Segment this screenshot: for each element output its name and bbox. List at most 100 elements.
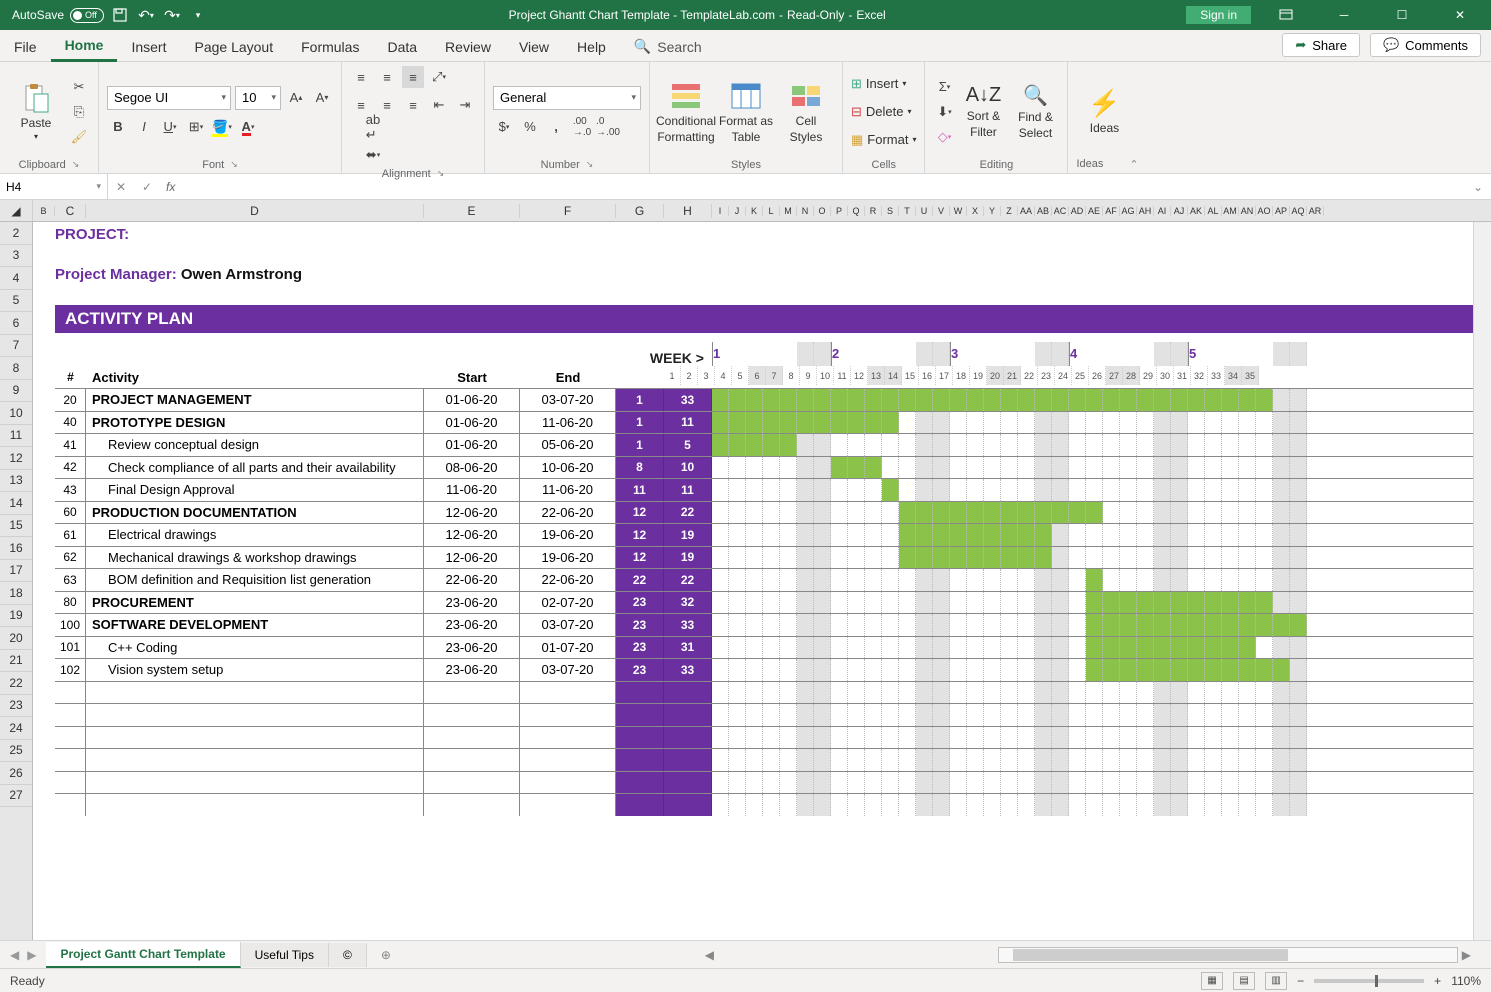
col-header[interactable]: B <box>33 206 55 216</box>
row-header[interactable]: 23 <box>0 695 32 718</box>
col-header[interactable]: T <box>899 206 916 216</box>
orientation-icon[interactable]: ⤢▾ <box>428 66 450 88</box>
conditional-formatting-button[interactable]: ConditionalFormatting <box>658 66 714 157</box>
gantt-row[interactable]: 62 Mechanical drawings & workshop drawin… <box>55 546 1491 569</box>
col-header[interactable]: L <box>763 206 780 216</box>
col-header[interactable]: AL <box>1205 206 1222 216</box>
decrease-decimal-icon[interactable]: .0→.00 <box>597 116 619 138</box>
undo-icon[interactable]: ↶▾ <box>136 5 156 25</box>
comments-button[interactable]: 💬Comments <box>1370 33 1481 57</box>
sort-filter-button[interactable]: A↓Z Sort &Filter <box>959 66 1007 157</box>
cut-icon[interactable]: ✂ <box>68 76 90 98</box>
row-header[interactable]: 3 <box>0 245 32 268</box>
percent-format-icon[interactable]: % <box>519 116 541 138</box>
insert-function-icon[interactable]: fx <box>160 180 181 194</box>
decrease-indent-icon[interactable]: ⇤ <box>428 94 450 116</box>
row-header[interactable]: 22 <box>0 672 32 695</box>
col-header[interactable]: Q <box>848 206 865 216</box>
format-as-table-button[interactable]: Format asTable <box>718 66 774 157</box>
col-header[interactable]: R <box>865 206 882 216</box>
col-header[interactable]: G <box>616 204 664 218</box>
merge-center-icon[interactable]: ⬌▾ <box>358 144 388 166</box>
col-header[interactable]: AJ <box>1171 206 1188 216</box>
vertical-scrollbar[interactable] <box>1473 222 1491 940</box>
comma-format-icon[interactable]: , <box>545 116 567 138</box>
zoom-in-icon[interactable]: + <box>1434 974 1441 988</box>
ideas-button[interactable]: ⚡ Ideas <box>1076 66 1132 156</box>
col-header[interactable]: AG <box>1120 206 1137 216</box>
row-header[interactable]: 19 <box>0 605 32 628</box>
sheet-tab-3[interactable]: © <box>329 943 367 967</box>
autosum-icon[interactable]: Σ▾ <box>933 76 955 98</box>
italic-button[interactable]: I <box>133 116 155 138</box>
zoom-out-icon[interactable]: − <box>1297 974 1304 988</box>
save-icon[interactable] <box>110 5 130 25</box>
clipboard-dialog-icon[interactable]: ↘ <box>72 159 80 171</box>
gantt-row[interactable]: 42 Check compliance of all parts and the… <box>55 456 1491 479</box>
align-right-icon[interactable]: ≡ <box>402 94 424 116</box>
col-header[interactable]: C <box>55 204 86 218</box>
autosave-pill[interactable]: Off <box>70 8 104 23</box>
col-header[interactable]: O <box>814 206 831 216</box>
col-header[interactable]: AA <box>1018 206 1035 216</box>
font-size-combo[interactable]: 10 <box>235 86 281 110</box>
redo-icon[interactable]: ↷▾ <box>162 5 182 25</box>
format-cells-button[interactable]: ▦Format▾ <box>851 128 916 152</box>
col-header[interactable]: U <box>916 206 933 216</box>
minimize-icon[interactable]: ─ <box>1321 0 1367 30</box>
col-header[interactable]: AD <box>1069 206 1086 216</box>
gantt-row[interactable]: 60 PRODUCTION DOCUMENTATION 12-06-20 22-… <box>55 501 1491 524</box>
formula-cancel-icon[interactable]: ✕ <box>108 180 134 194</box>
zoom-level[interactable]: 110% <box>1451 974 1481 988</box>
sheet-next-icon[interactable]: ▶ <box>27 948 36 962</box>
fill-color-icon[interactable]: 🪣▾ <box>211 116 233 138</box>
col-header[interactable]: AB <box>1035 206 1052 216</box>
col-header[interactable]: AM <box>1222 206 1239 216</box>
gantt-row[interactable]: 80 PROCUREMENT 23-06-20 02-07-20 23 32 <box>55 591 1491 614</box>
new-sheet-button[interactable]: ⊕ <box>367 943 405 967</box>
decrease-font-icon[interactable]: A▾ <box>311 87 333 109</box>
align-top-icon[interactable]: ≡ <box>350 66 372 88</box>
find-select-button[interactable]: 🔍 Find &Select <box>1011 66 1059 157</box>
format-painter-icon[interactable]: 🖌 <box>68 126 90 148</box>
tab-file[interactable]: File <box>0 33 51 61</box>
row-header[interactable]: 8 <box>0 357 32 380</box>
col-header[interactable]: Z <box>1001 206 1018 216</box>
gantt-row[interactable]: 20 PROJECT MANAGEMENT 01-06-20 03-07-20 … <box>55 388 1491 411</box>
row-header[interactable]: 14 <box>0 492 32 515</box>
scroll-right-icon[interactable]: ▶ <box>1462 948 1471 962</box>
col-header[interactable]: S <box>882 206 899 216</box>
ribbon-display-icon[interactable] <box>1263 0 1309 30</box>
col-header[interactable]: AF <box>1103 206 1120 216</box>
row-header[interactable]: 17 <box>0 560 32 583</box>
col-header[interactable]: AN <box>1239 206 1256 216</box>
sheet-prev-icon[interactable]: ◀ <box>10 948 19 962</box>
font-dialog-icon[interactable]: ↘ <box>230 159 238 171</box>
increase-indent-icon[interactable]: ⇥ <box>454 94 476 116</box>
col-header[interactable]: J <box>729 206 746 216</box>
row-header[interactable]: 21 <box>0 650 32 673</box>
row-header[interactable]: 4 <box>0 267 32 290</box>
increase-decimal-icon[interactable]: .00→.0 <box>571 116 593 138</box>
number-format-combo[interactable]: General <box>493 86 641 110</box>
align-middle-icon[interactable]: ≡ <box>376 66 398 88</box>
col-header[interactable]: K <box>746 206 763 216</box>
name-box[interactable]: H4 <box>0 174 108 199</box>
gantt-row[interactable]: 40 PROTOTYPE DESIGN 01-06-20 11-06-20 1 … <box>55 411 1491 434</box>
col-header[interactable]: AC <box>1052 206 1069 216</box>
tab-data[interactable]: Data <box>373 33 431 61</box>
col-header[interactable]: AP <box>1273 206 1290 216</box>
maximize-icon[interactable]: ☐ <box>1379 0 1425 30</box>
col-header[interactable]: X <box>967 206 984 216</box>
copy-icon[interactable]: ⎘ <box>68 101 90 123</box>
scroll-left-icon[interactable]: ◀ <box>705 948 714 962</box>
sheet-tab-2[interactable]: Useful Tips <box>241 943 329 967</box>
row-header[interactable]: 6 <box>0 312 32 335</box>
col-header[interactable]: I <box>712 206 729 216</box>
cells-area[interactable]: PROJECT: Project Manager: Owen Armstrong… <box>33 222 1491 940</box>
tab-formulas[interactable]: Formulas <box>287 33 373 61</box>
font-name-combo[interactable]: Segoe UI <box>107 86 231 110</box>
col-header[interactable]: N <box>797 206 814 216</box>
clear-icon[interactable]: ◇▾ <box>933 126 955 148</box>
normal-view-icon[interactable]: ▦ <box>1201 972 1223 990</box>
